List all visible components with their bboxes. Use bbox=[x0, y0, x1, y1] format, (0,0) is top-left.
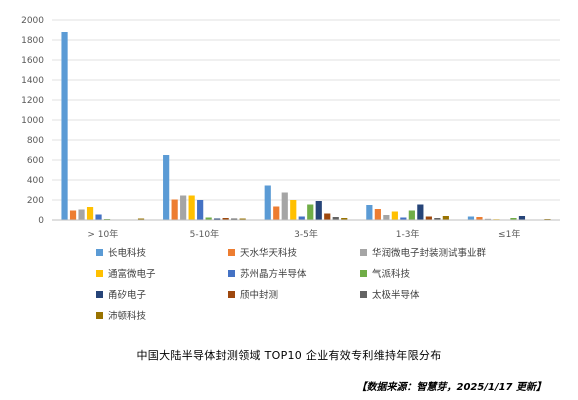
bar bbox=[476, 217, 483, 220]
legend-swatch bbox=[360, 291, 367, 298]
legend-label: 太极半导体 bbox=[372, 289, 420, 301]
bar bbox=[171, 199, 178, 220]
y-tick-label: 1000 bbox=[21, 116, 44, 126]
legend-label: 颀中封测 bbox=[240, 289, 278, 301]
y-tick-label: 1600 bbox=[21, 56, 44, 66]
bar bbox=[442, 216, 449, 220]
bar bbox=[78, 209, 85, 220]
legend-swatch bbox=[228, 249, 235, 256]
data-source-note: 【数据来源：智慧芽，2025/1/17 更新】 bbox=[356, 382, 547, 393]
legend-label: 长电科技 bbox=[108, 247, 147, 259]
bar bbox=[281, 192, 288, 220]
y-tick-label: 2000 bbox=[21, 16, 44, 26]
bar bbox=[61, 32, 68, 220]
bar bbox=[222, 218, 229, 220]
legend-swatch bbox=[96, 312, 103, 319]
bar bbox=[290, 200, 297, 220]
bar bbox=[264, 185, 271, 220]
bar bbox=[298, 216, 305, 220]
bar bbox=[434, 218, 441, 220]
bar bbox=[239, 218, 246, 220]
bar bbox=[467, 216, 475, 220]
y-tick-label: 200 bbox=[27, 196, 44, 206]
gridlines bbox=[52, 19, 560, 201]
bar bbox=[188, 195, 195, 220]
legend-swatch bbox=[228, 270, 235, 277]
bar bbox=[341, 218, 348, 220]
y-tick-label: 0 bbox=[38, 216, 44, 226]
bar bbox=[307, 204, 314, 220]
bar bbox=[137, 218, 145, 220]
bar bbox=[425, 216, 432, 220]
legend-swatch bbox=[96, 291, 103, 298]
legend-swatch bbox=[96, 270, 103, 277]
x-tick-label: > 10年 bbox=[87, 228, 118, 240]
bar bbox=[180, 195, 187, 220]
y-tick-label: 1400 bbox=[21, 76, 44, 86]
bar bbox=[95, 214, 102, 220]
bar bbox=[86, 207, 94, 220]
bar bbox=[315, 201, 322, 220]
bar bbox=[214, 218, 221, 220]
legend-swatch bbox=[360, 249, 367, 256]
x-tick-label: 3-5年 bbox=[294, 228, 318, 240]
bar bbox=[391, 211, 398, 220]
y-axis-ticks: 0 200 400 600 800 1000 1200 1400 1600 1800 2000 bbox=[21, 16, 44, 226]
bar bbox=[324, 213, 331, 220]
legend-label: 苏州晶方半导体 bbox=[240, 268, 307, 280]
bar bbox=[484, 218, 492, 220]
y-tick-label: 1200 bbox=[21, 96, 44, 106]
legend-label: 沛顿科技 bbox=[108, 310, 147, 322]
legend-swatch bbox=[228, 291, 235, 298]
x-axis-ticks: > 10年 5-10年 3-5年 1-3年 ≤1年 bbox=[87, 228, 520, 240]
bar bbox=[518, 216, 526, 220]
y-tick-label: 1800 bbox=[21, 36, 44, 46]
bar bbox=[332, 217, 339, 220]
legend-label: 华润微电子封装测试事业群 bbox=[372, 247, 487, 259]
bar bbox=[383, 215, 390, 220]
y-tick-label: 400 bbox=[27, 176, 44, 186]
x-tick-label: ≤1年 bbox=[498, 228, 520, 240]
bar bbox=[231, 218, 238, 220]
bar bbox=[273, 206, 280, 220]
y-tick-label: 600 bbox=[27, 156, 44, 166]
bar bbox=[366, 205, 373, 220]
legend-label: 通富微电子 bbox=[108, 268, 156, 280]
bar bbox=[163, 155, 170, 220]
bar bbox=[417, 204, 424, 220]
x-tick-label: 1-3年 bbox=[396, 228, 420, 240]
bar bbox=[69, 210, 77, 220]
y-tick-label: 800 bbox=[27, 136, 44, 146]
bar bbox=[510, 218, 517, 220]
x-tick-label: 5-10年 bbox=[190, 228, 219, 240]
legend-label: 天水华天科技 bbox=[240, 247, 298, 259]
legend-swatch bbox=[360, 270, 367, 277]
chart-caption: 中国大陆半导体封测领域 TOP10 企业有效专利维持年限分布 bbox=[136, 349, 442, 362]
legend-label: 甬矽电子 bbox=[108, 289, 147, 301]
legend-swatch bbox=[96, 249, 103, 256]
bar bbox=[408, 210, 415, 220]
bar bbox=[400, 217, 407, 220]
legend-label: 气派科技 bbox=[372, 268, 411, 280]
bar bbox=[374, 209, 381, 220]
bar bbox=[205, 217, 212, 220]
bar bbox=[197, 200, 204, 220]
